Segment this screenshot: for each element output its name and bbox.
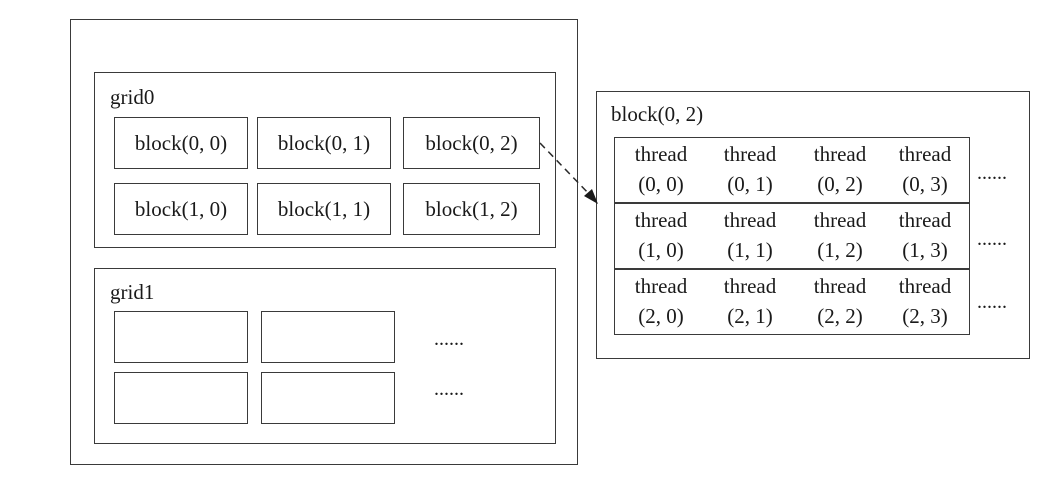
arrowhead-icon — [584, 189, 598, 204]
grid0-container — [94, 72, 556, 248]
thread-label: thread — [898, 274, 952, 298]
thread-row-0-ellipsis: ...... — [977, 162, 1007, 184]
block-1-1: block(1, 1) — [257, 183, 391, 235]
block-1-0: block(1, 0) — [114, 183, 248, 235]
thread-label: thread — [723, 142, 777, 166]
grid1-label: grid1 — [110, 280, 155, 304]
grid1-block-0-0 — [114, 311, 248, 363]
grid0-label: grid0 — [110, 85, 155, 109]
thread-row-2-ellipsis: ...... — [977, 291, 1007, 313]
thread-label: thread — [898, 142, 952, 166]
thread-cell-0-0: thread (0, 0) — [619, 138, 703, 204]
thread-cell-2-1: thread (2, 1) — [708, 270, 792, 336]
thread-label: thread — [634, 142, 688, 166]
block-detail-label: block(0, 2) — [611, 102, 704, 126]
thread-cell-1-2: thread (1, 2) — [798, 204, 882, 270]
thread-coord: (2, 2) — [817, 304, 863, 328]
thread-coord: (1, 1) — [727, 238, 773, 262]
thread-coord: (2, 0) — [638, 304, 684, 328]
thread-coord: (0, 1) — [727, 172, 773, 196]
thread-cell-2-2: thread (2, 2) — [798, 270, 882, 336]
connector-dashed-line — [539, 142, 592, 197]
thread-coord: (1, 0) — [638, 238, 684, 262]
thread-cell-0-1: thread (0, 1) — [708, 138, 792, 204]
thread-coord: (1, 3) — [902, 238, 948, 262]
thread-cell-1-0: thread (1, 0) — [619, 204, 703, 270]
grid1-block-1-0 — [114, 372, 248, 424]
block-detail-panel — [596, 91, 1030, 359]
thread-row-1-ellipsis: ...... — [977, 228, 1007, 250]
grid1-block-0-1 — [261, 311, 395, 363]
thread-cell-2-3: thread (2, 3) — [883, 270, 967, 336]
grid1-block-1-1 — [261, 372, 395, 424]
thread-coord: (2, 1) — [727, 304, 773, 328]
thread-coord: (0, 3) — [902, 172, 948, 196]
thread-label: thread — [813, 142, 867, 166]
block-0-1: block(0, 1) — [257, 117, 391, 169]
grid1-ellipsis-row-1: ...... — [434, 378, 464, 400]
thread-row-0: thread (0, 0) thread (0, 1) thread (0, 2… — [614, 137, 970, 203]
thread-label: thread — [813, 274, 867, 298]
thread-coord: (2, 3) — [902, 304, 948, 328]
thread-label: thread — [723, 274, 777, 298]
thread-label: thread — [634, 274, 688, 298]
block-0-0: block(0, 0) — [114, 117, 248, 169]
thread-cell-1-3: thread (1, 3) — [883, 204, 967, 270]
thread-label: thread — [634, 208, 688, 232]
thread-coord: (0, 0) — [638, 172, 684, 196]
block-0-2: block(0, 2) — [403, 117, 540, 169]
thread-coord: (0, 2) — [817, 172, 863, 196]
thread-label: thread — [723, 208, 777, 232]
block-1-2: block(1, 2) — [403, 183, 540, 235]
thread-label: thread — [813, 208, 867, 232]
grid1-container — [94, 268, 556, 444]
thread-cell-0-2: thread (0, 2) — [798, 138, 882, 204]
thread-label: thread — [898, 208, 952, 232]
grid1-ellipsis-row-0: ...... — [434, 328, 464, 350]
thread-cell-2-0: thread (2, 0) — [619, 270, 703, 336]
thread-row-2: thread (2, 0) thread (2, 1) thread (2, 2… — [614, 269, 970, 335]
thread-coord: (1, 2) — [817, 238, 863, 262]
thread-cell-0-3: thread (0, 3) — [883, 138, 967, 204]
thread-row-1: thread (1, 0) thread (1, 1) thread (1, 2… — [614, 203, 970, 269]
thread-cell-1-1: thread (1, 1) — [708, 204, 792, 270]
